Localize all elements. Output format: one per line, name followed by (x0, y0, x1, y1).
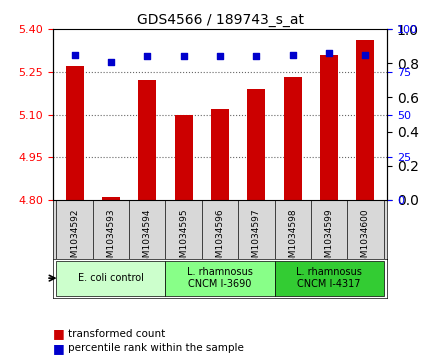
Point (180, 53, 187, 59)
Text: E. coli control: E. coli control (78, 273, 144, 283)
Text: GSM1034596: GSM1034596 (216, 209, 224, 269)
Bar (211, 109, 229, 200)
Text: GSM1034593: GSM1034593 (106, 209, 115, 269)
Bar (247, 89, 265, 200)
Text: ■: ■ (53, 327, 65, 340)
Text: L. rhamnosus
CNCM I-4317: L. rhamnosus CNCM I-4317 (296, 267, 362, 289)
Point (216, 53, 224, 59)
Text: L. rhamnosus
CNCM I-3690: L. rhamnosus CNCM I-3690 (187, 267, 253, 289)
Point (289, 52, 296, 58)
Bar (102, 197, 120, 200)
Point (107, 58, 114, 64)
Text: GSM1034594: GSM1034594 (143, 209, 152, 269)
Text: GSM1034597: GSM1034597 (252, 209, 261, 269)
Text: transformed count: transformed count (68, 329, 165, 339)
Text: GSM1034600: GSM1034600 (361, 209, 370, 269)
Point (326, 50, 333, 56)
Bar (175, 114, 193, 200)
Text: GSM1034599: GSM1034599 (325, 209, 334, 269)
Point (362, 52, 369, 58)
Bar (356, 40, 374, 200)
FancyBboxPatch shape (56, 261, 165, 296)
Point (144, 53, 151, 59)
Point (71, 52, 78, 58)
Bar (320, 55, 338, 200)
Text: percentile rank within the sample: percentile rank within the sample (68, 343, 244, 354)
Text: ■: ■ (53, 342, 65, 355)
Bar (138, 80, 156, 200)
Text: GSM1034595: GSM1034595 (179, 209, 188, 269)
Bar (284, 77, 302, 200)
Text: GSM1034592: GSM1034592 (70, 209, 79, 269)
Text: GSM1034598: GSM1034598 (288, 209, 297, 269)
Title: GDS4566 / 189743_s_at: GDS4566 / 189743_s_at (136, 13, 304, 26)
FancyBboxPatch shape (275, 261, 384, 296)
Bar (66, 66, 84, 200)
Point (253, 53, 260, 59)
FancyBboxPatch shape (165, 261, 275, 296)
